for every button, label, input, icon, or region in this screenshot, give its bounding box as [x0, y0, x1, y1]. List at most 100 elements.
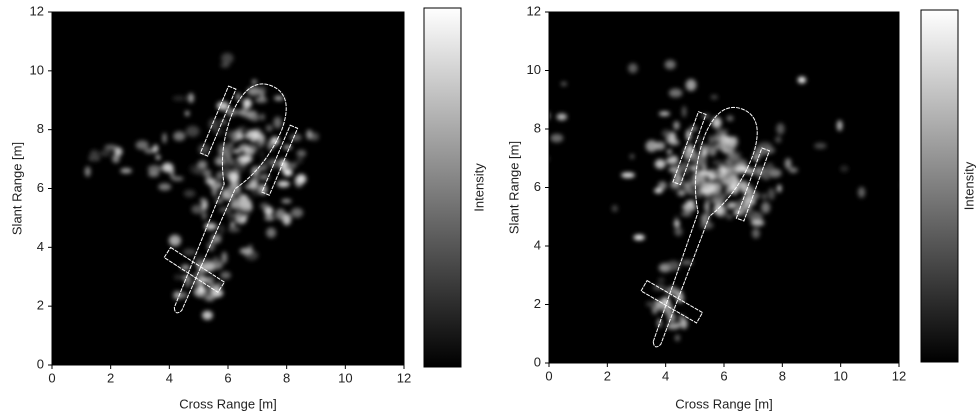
- speckle: [112, 154, 120, 164]
- speckle: [667, 149, 672, 154]
- speckle: [218, 148, 232, 158]
- speckle: [549, 158, 550, 160]
- colorbar-label: Intensity: [961, 161, 976, 210]
- left-sponson: [672, 111, 707, 186]
- speckle: [668, 88, 683, 98]
- speckle: [189, 164, 200, 174]
- speckle: [258, 134, 266, 145]
- colorbar-label: Intensity: [471, 163, 486, 212]
- x-tick-label: 8: [779, 368, 786, 383]
- speckle: [681, 211, 692, 217]
- y-tick-label: 12: [527, 3, 541, 18]
- speckle: [836, 120, 843, 132]
- speckle: [210, 234, 222, 244]
- speckle: [247, 86, 261, 96]
- speckle: [202, 262, 215, 272]
- speckle: [155, 154, 161, 160]
- speckle: [198, 284, 205, 294]
- speckle: [171, 176, 184, 181]
- speckle: [275, 208, 286, 220]
- speckle: [693, 171, 707, 182]
- speckle: [183, 248, 197, 256]
- speckle: [797, 76, 807, 84]
- y-axis-label: Slant Range [m]: [506, 141, 521, 234]
- speckle: [741, 188, 752, 194]
- speckle: [713, 192, 727, 202]
- speckle: [709, 168, 716, 173]
- speckle: [230, 130, 239, 143]
- x-axis-label: Cross Range [m]: [179, 396, 277, 411]
- speckle: [784, 158, 792, 170]
- speckle: [709, 135, 714, 144]
- speckle: [228, 226, 240, 233]
- speckle: [726, 115, 734, 122]
- speckle: [678, 314, 685, 322]
- speckle: [99, 150, 112, 157]
- speckle: [242, 98, 252, 109]
- speckle: [306, 129, 313, 140]
- speckle: [678, 190, 686, 196]
- speckle: [691, 165, 698, 172]
- speckle: [221, 52, 234, 64]
- tail-stabilizer: [163, 246, 226, 293]
- speckle: [754, 146, 763, 157]
- speckle: [213, 180, 221, 186]
- speckle: [652, 306, 658, 315]
- speckle: [714, 135, 719, 143]
- speckle: [716, 129, 729, 135]
- speckle: [762, 175, 771, 180]
- speckle: [713, 203, 725, 216]
- speckle: [725, 149, 736, 157]
- speckle: [727, 201, 737, 207]
- speckle: [560, 81, 567, 87]
- speckle: [550, 133, 564, 143]
- speckle: [114, 147, 123, 157]
- speckle: [611, 205, 618, 212]
- speckle: [162, 132, 167, 144]
- speckle: [261, 158, 271, 167]
- speckle: [633, 234, 645, 241]
- speckle: [251, 113, 260, 122]
- speckle: [220, 62, 230, 68]
- speckle: [238, 143, 251, 152]
- speckle: [699, 179, 708, 185]
- speckle: [729, 170, 738, 182]
- y-tick-label: 4: [37, 239, 44, 254]
- y-tick-label: 8: [37, 121, 44, 136]
- y-tick-label: 6: [37, 180, 44, 195]
- speckle: [840, 165, 849, 173]
- speckle: [260, 202, 270, 210]
- speckle: [902, 181, 907, 190]
- speckle: [767, 188, 776, 200]
- x-tick-label: 6: [224, 370, 231, 385]
- speckle: [761, 201, 771, 214]
- speckle: [259, 152, 265, 157]
- speckle: [657, 277, 665, 283]
- y-tick-label: 0: [534, 354, 541, 369]
- speckle: [266, 227, 277, 238]
- speckle: [241, 154, 253, 163]
- speckle: [239, 198, 252, 210]
- speckle: [701, 164, 707, 169]
- speckle: [251, 188, 259, 197]
- speckle: [251, 79, 257, 85]
- speckle: [776, 123, 785, 135]
- speckle: [286, 162, 297, 169]
- speckle: [671, 181, 680, 188]
- speckle: [726, 185, 731, 195]
- x-tick-label: 2: [107, 370, 114, 385]
- speckle: [750, 219, 765, 227]
- speckle: [718, 134, 730, 145]
- speckle: [180, 264, 190, 271]
- panel: 0 2 4 6 8 10 12 0 2 4 6 8 10 12 Cross Range [m] Slant R…: [9, 3, 486, 411]
- speckle: [135, 140, 149, 150]
- speckle: [710, 94, 718, 100]
- speckle: [218, 198, 223, 204]
- speckle: [689, 200, 695, 205]
- speckle: [236, 109, 247, 116]
- speckle: [219, 224, 224, 235]
- speckle: [221, 165, 232, 177]
- y-tick-label: 4: [534, 237, 541, 252]
- speckle: [296, 149, 307, 158]
- y-tick-label: 8: [534, 120, 541, 135]
